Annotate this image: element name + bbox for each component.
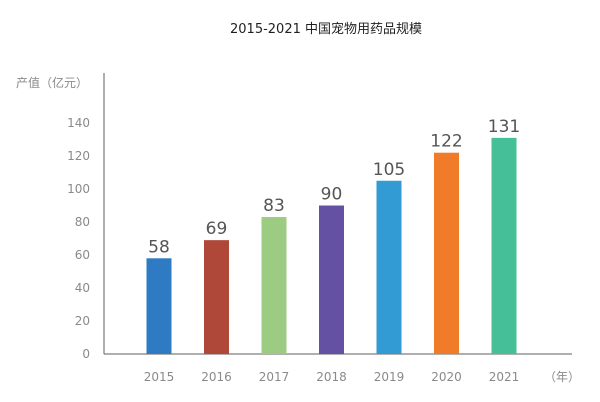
y-tick-label: 20 — [75, 314, 90, 328]
y-tick-label: 40 — [75, 281, 90, 295]
bar-2018 — [319, 205, 344, 354]
x-tick-label: 2018 — [316, 370, 347, 384]
x-tick-label: 2020 — [431, 370, 462, 384]
y-tick-label: 80 — [75, 215, 90, 229]
y-tick-label: 60 — [75, 248, 90, 262]
bar-2019 — [376, 180, 402, 354]
data-label: 90 — [321, 185, 343, 205]
y-axis-label: 产值（亿元） — [16, 75, 88, 90]
y-tick-label: 0 — [82, 347, 90, 361]
y-tick-label: 100 — [67, 182, 90, 196]
data-label: 122 — [430, 132, 462, 152]
chart-title: 2015-2021 中国宠物用药品规模 — [230, 21, 422, 37]
y-tick-label: 140 — [67, 116, 90, 130]
x-tick-label: 2021 — [489, 370, 520, 384]
bars — [146, 137, 517, 354]
data-label: 58 — [148, 237, 170, 257]
data-labels: 58 69 83 90 105 122 131 — [148, 117, 520, 257]
bar-2021 — [491, 137, 517, 354]
bar-2015 — [146, 258, 172, 354]
x-ticks: 2015 2016 2017 2018 2019 2020 2021 — [144, 370, 520, 384]
y-tick-label: 120 — [67, 149, 90, 163]
y-ticks: 0 20 40 60 80 100 120 140 — [67, 116, 90, 361]
x-tick-label: 2015 — [144, 370, 175, 384]
x-tick-label: 2016 — [201, 370, 232, 384]
x-tick-label: 2019 — [374, 370, 405, 384]
x-tick-label: 2017 — [259, 370, 290, 384]
data-label: 105 — [373, 160, 405, 180]
x-axis-unit: （年） — [544, 370, 580, 384]
bar-2017 — [261, 217, 287, 354]
data-label: 131 — [488, 117, 520, 137]
bar-2020 — [434, 152, 459, 354]
bar-2016 — [204, 240, 229, 354]
data-label: 83 — [263, 196, 285, 216]
data-label: 69 — [206, 219, 228, 239]
